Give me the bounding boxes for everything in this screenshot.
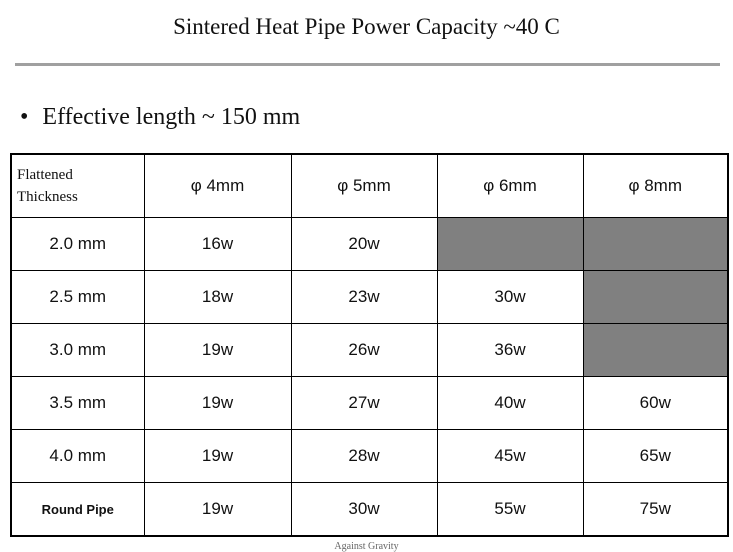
empty-cell: [582, 270, 729, 324]
table-row: 2.5 mm 18w 23w 30w: [10, 270, 729, 324]
table-cell: 30w: [290, 482, 438, 537]
row-label: 3.0 mm: [10, 323, 145, 377]
header-cell: φ 6mm: [436, 153, 584, 218]
table-cell: 18w: [143, 270, 292, 324]
table-cell: 19w: [143, 482, 292, 537]
table-row: 3.0 mm 19w 26w 36w: [10, 323, 729, 377]
bullet-item: • Effective length ~ 150 mm: [20, 104, 301, 130]
table-cell: 23w: [290, 270, 438, 324]
header-cell: φ 5mm: [290, 153, 438, 218]
table-cell: 26w: [290, 323, 438, 377]
row-label: 3.5 mm: [10, 376, 145, 430]
table-cell: 19w: [143, 429, 292, 483]
empty-cell: [436, 217, 584, 271]
header-cell: φ 8mm: [582, 153, 729, 218]
table-cell: 16w: [143, 217, 292, 271]
header-text: Flattened Thickness: [17, 167, 78, 205]
table-row: 2.0 mm 16w 20w: [10, 217, 729, 271]
row-label: 4.0 mm: [10, 429, 145, 483]
slide-title: Sintered Heat Pipe Power Capacity ~40 C: [173, 14, 560, 39]
row-label: Round Pipe: [10, 482, 145, 537]
footnote: Against Gravity: [334, 541, 399, 552]
table-row: 3.5 mm 19w 27w 40w 60w: [10, 376, 729, 430]
table-cell: 75w: [582, 482, 729, 537]
table-cell: 45w: [436, 429, 584, 483]
divider: [15, 63, 720, 66]
empty-cell: [582, 323, 729, 377]
header-cell: φ 4mm: [143, 153, 292, 218]
table-cell: 55w: [436, 482, 584, 537]
table-cell: 36w: [436, 323, 584, 377]
empty-cell: [582, 217, 729, 271]
table-cell: 19w: [143, 376, 292, 430]
table-cell: 20w: [290, 217, 438, 271]
bullet-text: Effective length ~ 150 mm: [42, 104, 301, 130]
capacity-table: Flattened Thickness φ 4mm φ 5mm φ 6mm φ 8mm 2…: [10, 153, 729, 537]
header-row: Flattened Thickness φ 4mm φ 5mm φ 6mm φ 8mm: [10, 153, 729, 218]
table-cell: 60w: [582, 376, 729, 430]
table-row: 4.0 mm 19w 28w 45w 65w: [10, 429, 729, 483]
row-label: 2.5 mm: [10, 270, 145, 324]
table-cell: 30w: [436, 270, 584, 324]
table-row: Round Pipe 19w 30w 55w 75w: [10, 482, 729, 537]
table-cell: 19w: [143, 323, 292, 377]
row-label: 2.0 mm: [10, 217, 145, 271]
table-cell: 40w: [436, 376, 584, 430]
table-cell: 65w: [582, 429, 729, 483]
header-cell: Flattened Thickness: [10, 153, 145, 218]
table-cell: 27w: [290, 376, 438, 430]
table-cell: 28w: [290, 429, 438, 483]
